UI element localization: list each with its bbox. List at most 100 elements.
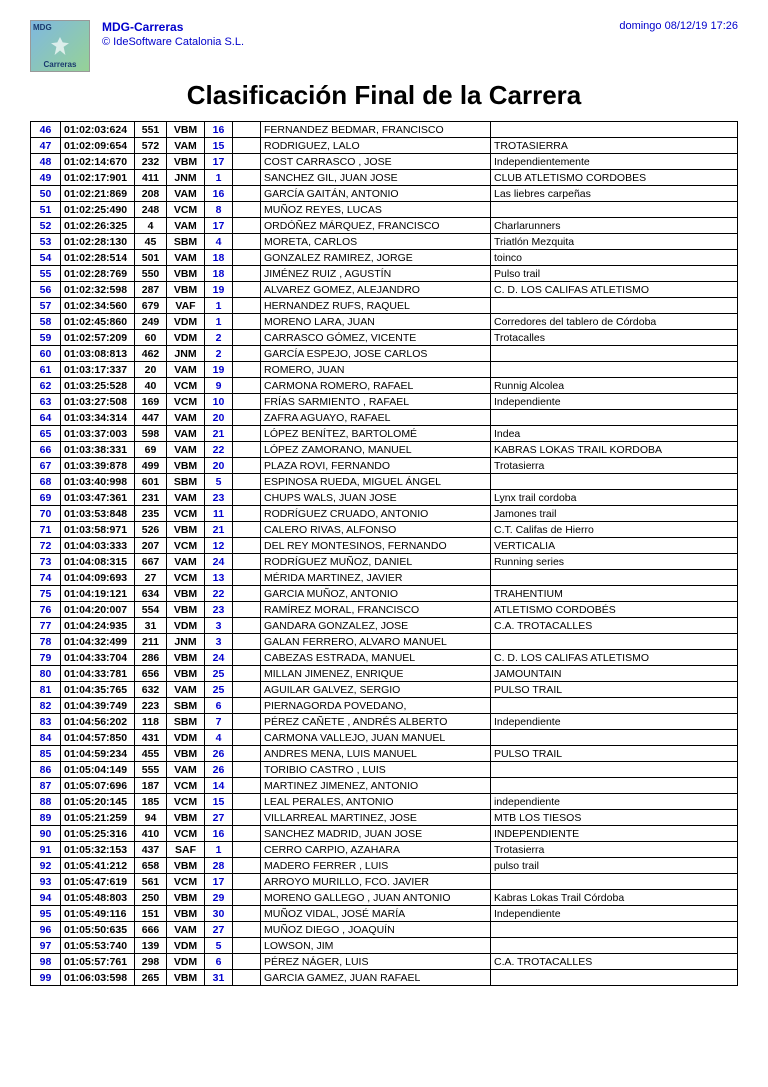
table-row: 6901:03:47:361231VAM23CHUPS WALS, JUAN J… [31,490,738,506]
cell-athlete-name: MÉRIDA MARTINEZ, JAVIER [261,570,491,586]
cell-time: 01:05:25:316 [61,826,135,842]
cell-club: C.A. TROTACALLES [491,954,738,970]
cell-empty [233,810,261,826]
table-row: 6101:03:17:33720VAM19ROMERO, JUAN [31,362,738,378]
cell-empty [233,554,261,570]
cell-category: VCM [167,794,205,810]
table-row: 9601:05:50:635666VAM27MUÑOZ DIEGO , JOAQ… [31,922,738,938]
cell-position: 55 [31,266,61,282]
cell-athlete-name: MORETA, CARLOS [261,234,491,250]
cell-athlete-name: MORENO LARA, JUAN [261,314,491,330]
cell-cat-position: 21 [205,522,233,538]
cell-club [491,730,738,746]
cell-club [491,778,738,794]
cell-club: Independiente [491,394,738,410]
cell-cat-position: 17 [205,218,233,234]
cell-cat-position: 26 [205,746,233,762]
cell-position: 97 [31,938,61,954]
table-row: 8501:04:59:234455VBM26ANDRES MENA, LUIS … [31,746,738,762]
cell-position: 61 [31,362,61,378]
cell-bib: 286 [135,650,167,666]
cell-empty [233,762,261,778]
cell-empty [233,954,261,970]
cell-bib: 40 [135,378,167,394]
cell-bib: 118 [135,714,167,730]
cell-time: 01:05:21:259 [61,810,135,826]
cell-empty [233,746,261,762]
cell-time: 01:05:50:635 [61,922,135,938]
cell-position: 57 [31,298,61,314]
cell-empty [233,186,261,202]
cell-empty [233,826,261,842]
cell-athlete-name: CHUPS WALS, JUAN JOSE [261,490,491,506]
cell-position: 56 [31,282,61,298]
cell-position: 52 [31,218,61,234]
cell-bib: 151 [135,906,167,922]
cell-category: VAM [167,410,205,426]
cell-club: Charlarunners [491,218,738,234]
table-row: 9301:05:47:619561VCM17ARROYO MURILLO, FC… [31,874,738,890]
cell-cat-position: 1 [205,298,233,314]
cell-bib: 45 [135,234,167,250]
table-row: 7401:04:09:69327VCM13MÉRIDA MARTINEZ, JA… [31,570,738,586]
table-row: 5101:02:25:490248VCM8MUÑOZ REYES, LUCAS [31,202,738,218]
cell-empty [233,426,261,442]
cell-athlete-name: DEL REY MONTESINOS, FERNANDO [261,538,491,554]
cell-empty [233,362,261,378]
cell-athlete-name: LOWSON, JIM [261,938,491,954]
cell-category: VCM [167,394,205,410]
cell-club [491,362,738,378]
cell-athlete-name: GARCIA GAMEZ, JUAN RAFAEL [261,970,491,986]
cell-cat-position: 17 [205,154,233,170]
cell-club: Triatlón Mezquita [491,234,738,250]
cell-cat-position: 30 [205,906,233,922]
cell-time: 01:02:21:869 [61,186,135,202]
table-row: 7701:04:24:93531VDM3GANDARA GONZALEZ, JO… [31,618,738,634]
cell-club: PULSO TRAIL [491,682,738,698]
cell-bib: 555 [135,762,167,778]
cell-athlete-name: PLAZA ROVI, FERNANDO [261,458,491,474]
cell-position: 80 [31,666,61,682]
cell-bib: 94 [135,810,167,826]
table-row: 4701:02:09:654572VAM15RODRIGUEZ, LALOTRO… [31,138,738,154]
cell-time: 01:05:49:116 [61,906,135,922]
cell-athlete-name: LÓPEZ ZAMORANO, MANUEL [261,442,491,458]
cell-cat-position: 16 [205,122,233,138]
cell-category: SBM [167,474,205,490]
copyright-line: © IdeSoftware Catalonia S.L. [102,36,619,48]
cell-athlete-name: MUÑOZ VIDAL, JOSÉ MARÍA [261,906,491,922]
table-row: 8101:04:35:765632VAM25AGUILAR GALVEZ, SE… [31,682,738,698]
cell-bib: 248 [135,202,167,218]
cell-club: Lynx trail cordoba [491,490,738,506]
cell-position: 93 [31,874,61,890]
cell-category: SBM [167,234,205,250]
cell-club: JAMOUNTAIN [491,666,738,682]
cell-cat-position: 23 [205,602,233,618]
cell-bib: 656 [135,666,167,682]
cell-cat-position: 10 [205,394,233,410]
cell-cat-position: 18 [205,266,233,282]
cell-category: VCM [167,778,205,794]
logo-text-bottom: Carreras [33,60,87,69]
cell-athlete-name: MUÑOZ REYES, LUCAS [261,202,491,218]
cell-category: VAM [167,186,205,202]
cell-empty [233,922,261,938]
cell-athlete-name: PIERNAGORDA POVEDANO, [261,698,491,714]
cell-bib: 31 [135,618,167,634]
cell-position: 77 [31,618,61,634]
cell-bib: 634 [135,586,167,602]
cell-club: Independiente [491,906,738,922]
cell-empty [233,474,261,490]
cell-time: 01:05:32:153 [61,842,135,858]
cell-cat-position: 1 [205,842,233,858]
table-row: 5201:02:26:3254VAM17ORDÓÑEZ MÁRQUEZ, FRA… [31,218,738,234]
cell-empty [233,378,261,394]
cell-cat-position: 25 [205,666,233,682]
cell-time: 01:03:40:998 [61,474,135,490]
cell-time: 01:04:20:007 [61,602,135,618]
cell-bib: 666 [135,922,167,938]
cell-club [491,762,738,778]
cell-athlete-name: ANDRES MENA, LUIS MANUEL [261,746,491,762]
table-row: 8201:04:39:749223SBM6PIERNAGORDA POVEDAN… [31,698,738,714]
cell-position: 69 [31,490,61,506]
